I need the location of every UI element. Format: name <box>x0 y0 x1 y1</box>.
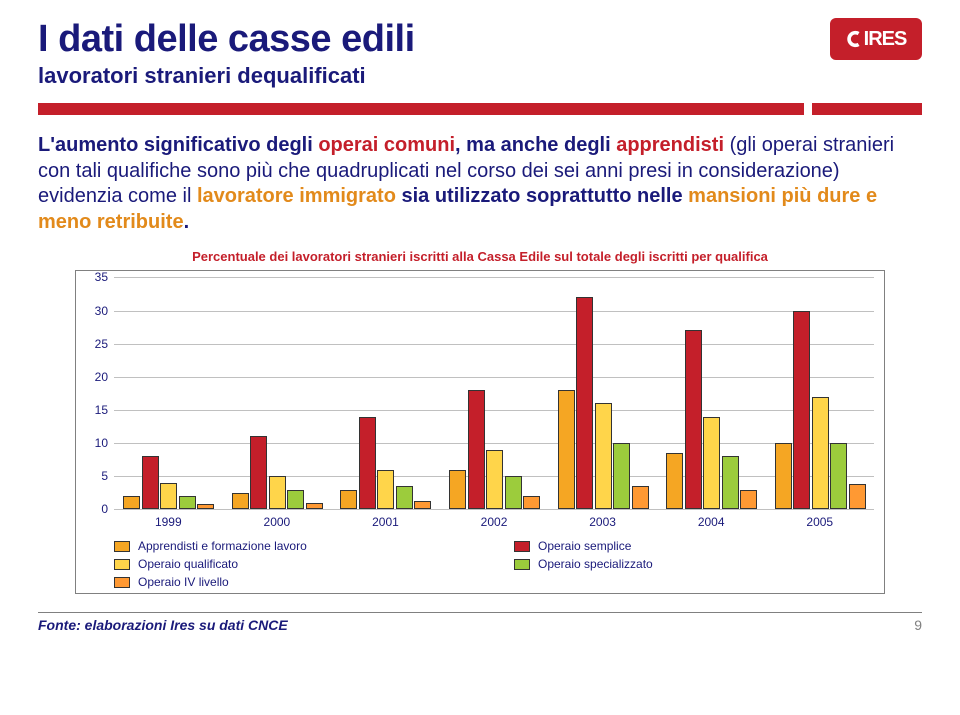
x-tick-label: 2003 <box>548 509 657 529</box>
bar <box>722 456 739 509</box>
legend-label: Operaio qualificato <box>138 557 238 571</box>
banner-tail <box>812 103 922 115</box>
bar-group <box>331 277 440 509</box>
bar-group <box>440 277 549 509</box>
bar <box>666 453 683 509</box>
y-tick-label: 20 <box>86 370 114 384</box>
bar <box>775 443 792 509</box>
page-subtitle: lavoratori stranieri dequalificati <box>38 63 810 89</box>
x-tick-label: 1999 <box>114 509 223 529</box>
bar <box>486 450 503 510</box>
bar <box>793 311 810 510</box>
divider-banner <box>38 103 922 115</box>
bar <box>595 403 612 509</box>
bar <box>414 501 431 509</box>
bar <box>632 486 649 509</box>
bar <box>685 330 702 509</box>
hl-lavoratore-immigrato: lavoratore immigrato <box>197 185 396 207</box>
legend-swatch <box>114 559 130 570</box>
bar <box>359 417 376 510</box>
logo-c-icon <box>846 30 864 48</box>
x-tick-label: 2001 <box>331 509 440 529</box>
legend-swatch <box>514 541 530 552</box>
bar <box>558 390 575 509</box>
bar <box>306 503 323 510</box>
y-tick-label: 0 <box>86 502 114 516</box>
legend-item: Operaio semplice <box>514 539 874 553</box>
bar <box>468 390 485 509</box>
bar <box>613 443 630 509</box>
bar <box>269 476 286 509</box>
legend-item: Operaio qualificato <box>114 557 474 571</box>
legend-label: Operaio semplice <box>538 539 631 553</box>
y-tick-label: 30 <box>86 304 114 318</box>
x-tick-label: 2004 <box>657 509 766 529</box>
legend-item: Operaio IV livello <box>114 575 474 589</box>
legend-item: Operaio specializzato <box>514 557 874 571</box>
bar-group <box>765 277 874 509</box>
x-tick-label: 2002 <box>440 509 549 529</box>
body-paragraph: L'aumento significativo degli operai com… <box>38 133 922 235</box>
bar <box>142 456 159 509</box>
x-tick-label: 2005 <box>765 509 874 529</box>
bar <box>830 443 847 509</box>
bar-group <box>657 277 766 509</box>
bar <box>123 496 140 509</box>
bar <box>250 436 267 509</box>
grid-line <box>114 509 874 510</box>
bar <box>576 297 593 509</box>
hl-operai-comuni: operai comuni <box>318 134 455 156</box>
y-tick-label: 35 <box>86 270 114 284</box>
bar <box>849 484 866 509</box>
bar <box>340 490 357 510</box>
bar <box>812 397 829 510</box>
banner-main <box>38 103 804 115</box>
bar-group <box>114 277 223 509</box>
legend-label: Operaio specializzato <box>538 557 653 571</box>
y-tick-label: 15 <box>86 403 114 417</box>
logo: IRES <box>830 18 922 60</box>
logo-text: IRES <box>846 28 907 51</box>
y-tick-label: 25 <box>86 337 114 351</box>
bar <box>287 490 304 510</box>
bar-group <box>548 277 657 509</box>
chart-x-axis: 1999200020012002200320042005 <box>114 509 874 529</box>
bar <box>232 493 249 510</box>
legend-swatch <box>114 577 130 588</box>
bar <box>179 496 196 509</box>
chart: 05101520253035 1999200020012002200320042… <box>75 270 885 594</box>
bar <box>449 470 466 510</box>
hl-apprendisti: apprendisti <box>616 134 724 156</box>
bar <box>377 470 394 510</box>
legend-label: Operaio IV livello <box>138 575 229 589</box>
y-tick-label: 5 <box>86 469 114 483</box>
chart-legend: Apprendisti e formazione lavoro Operaio s… <box>114 539 874 589</box>
bar <box>396 486 413 509</box>
bar <box>523 496 540 509</box>
bar <box>505 476 522 509</box>
y-tick-label: 10 <box>86 436 114 450</box>
bar-group <box>223 277 332 509</box>
legend-item: Apprendisti e formazione lavoro <box>114 539 474 553</box>
page-number: 9 <box>914 617 922 633</box>
bar <box>703 417 720 510</box>
chart-caption: Percentuale dei lavoratori stranieri isc… <box>38 249 922 264</box>
bar <box>160 483 177 510</box>
chart-plot-area: 05101520253035 <box>114 277 874 509</box>
bar <box>740 490 757 510</box>
legend-label: Apprendisti e formazione lavoro <box>138 539 307 553</box>
x-tick-label: 2000 <box>223 509 332 529</box>
legend-swatch <box>514 559 530 570</box>
bar <box>197 504 214 509</box>
footer-divider <box>38 612 922 613</box>
footer-source: Fonte: elaborazioni Ires su dati CNCE <box>38 617 288 633</box>
legend-swatch <box>114 541 130 552</box>
page-title: I dati delle casse edili <box>38 18 810 61</box>
